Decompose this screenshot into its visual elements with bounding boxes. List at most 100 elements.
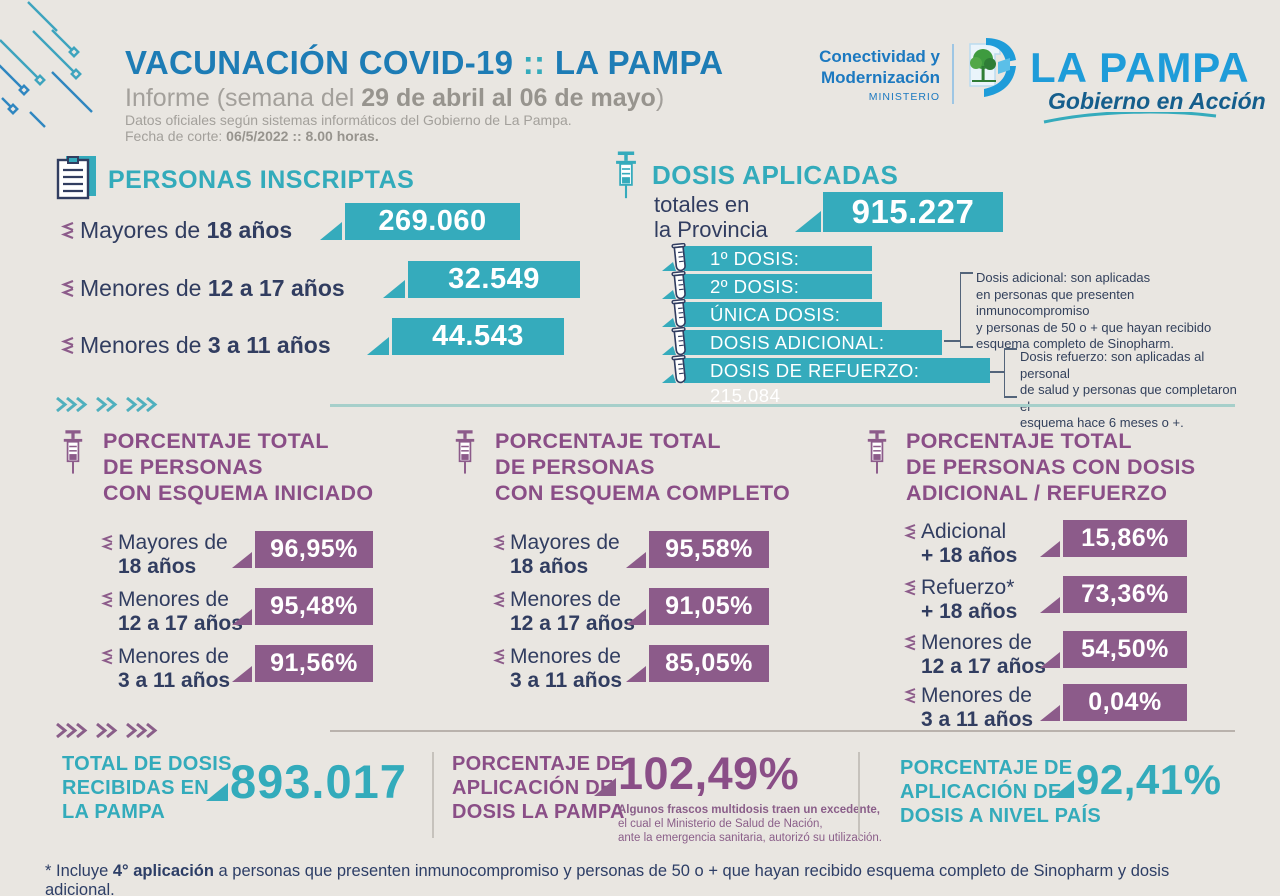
label-line2: 3 a 11 años <box>921 708 1034 731</box>
ministry-block: Conectividad y Modernización MINISTERIO <box>770 46 940 103</box>
chip-triangle <box>1040 597 1060 613</box>
column-title-line: ADICIONAL / REFUERZO <box>906 481 1168 505</box>
pct-country-value: 92,41% <box>1076 756 1222 803</box>
total-received-value: 893.017 <box>230 755 407 808</box>
page-title-main: VACUNACIÓN COVID-19 <box>125 44 514 81</box>
double-chevron-icon <box>101 649 113 665</box>
syringe-icon <box>455 430 475 474</box>
dose-bar-3: ÚNICA DOSIS: 2.891 <box>662 299 882 350</box>
page-title-region: LA PAMPA <box>554 44 724 81</box>
total-title-line: PORCENTAJE DE <box>900 757 1073 779</box>
bar-triangle <box>662 371 676 383</box>
label-line1: Adicional <box>921 520 1007 543</box>
label-line2: + 18 años <box>921 600 1018 623</box>
label-line1: Menores de <box>118 588 229 611</box>
inscriptas-row-label: Mayores de 18 años <box>80 217 292 244</box>
pct-value-chip: 95,58% <box>649 531 769 568</box>
inscriptas-title: PERSONAS INSCRIPTAS <box>108 166 415 194</box>
total-title-line: PORCENTAJE DE <box>452 753 625 775</box>
pct-row-label: Menores de 12 a 17 años <box>118 588 243 636</box>
chevron-divider-icon <box>56 396 158 413</box>
aplicadas-subtitle-line1: totales en <box>654 192 750 217</box>
label-line1: Mayores de <box>118 531 228 554</box>
label-age: 12 a 17 años <box>207 275 345 301</box>
note-bracket <box>1004 348 1017 398</box>
total-title-line: APLICACIÓN DE <box>900 781 1062 803</box>
title-separator: :: <box>522 44 546 81</box>
total-received-title: TOTAL DE DOSIS RECIBIDAS EN LA PAMPA <box>62 752 232 824</box>
column-title-line: DE PERSONAS <box>495 455 655 479</box>
note-line: de salud y personas que completaron el <box>1020 382 1237 414</box>
label-line1: Menores de <box>510 588 621 611</box>
pct-pampa-note: Algunos frascos multidosis traen un exce… <box>618 803 882 845</box>
column-title-completo: PORCENTAJE TOTAL DE PERSONAS CON ESQUEMA… <box>495 428 790 506</box>
brand-divider <box>952 44 954 104</box>
pct-value-chip: 95,48% <box>255 588 373 625</box>
label-line2: 3 a 11 años <box>118 669 231 692</box>
dose-bar-4: DOSIS ADICIONAL: 42.726 <box>662 327 942 378</box>
double-chevron-icon <box>101 592 113 608</box>
double-chevron-icon <box>101 535 113 551</box>
chevron-divider-icon <box>56 722 158 739</box>
label-line1: Menores de <box>921 631 1032 654</box>
inscriptas-row-label: Menores de 3 a 11 años <box>80 332 331 359</box>
ministry-line2: Modernización <box>820 68 940 87</box>
footer-prefix: * Incluye <box>45 862 113 880</box>
label-line2: 18 años <box>510 555 589 578</box>
note-connector <box>990 371 1004 373</box>
note-line: y personas de 50 o + que hayan recibido <box>976 319 1212 335</box>
note-line: el cual el Ministerio de Salud de Nación… <box>618 818 823 830</box>
label-line2: 18 años <box>118 555 197 578</box>
column-title-line: PORCENTAJE TOTAL <box>906 429 1132 453</box>
page-title: VACUNACIÓN COVID-19 :: LA PAMPA <box>125 44 723 82</box>
total-title-line: APLICACIÓN DE <box>452 777 614 799</box>
vial-icon <box>671 327 686 356</box>
pct-row-label: Menores de 3 a 11 años <box>510 645 622 693</box>
label-line1: Mayores de <box>510 531 620 554</box>
chip-triangle <box>626 666 646 682</box>
label-line2: 12 a 17 años <box>921 655 1046 678</box>
footer-bold: 4° aplicación <box>112 862 214 880</box>
bar-triangle <box>662 315 676 327</box>
big-number-triangle <box>1052 780 1074 798</box>
label-line1: Menores de <box>118 645 229 668</box>
column-title-adicional-refuerzo: PORCENTAJE TOTAL DE PERSONAS CON DOSIS A… <box>906 428 1195 506</box>
report-subtitle: Informe (semana del 29 de abril al 06 de… <box>125 84 664 113</box>
double-chevron-icon <box>904 580 916 596</box>
bottom-divider <box>432 752 434 838</box>
gov-tagline: Gobierno en Acción <box>1048 88 1266 114</box>
gov-logo-text: LA PAMPA <box>1030 44 1250 91</box>
pct-value-chip: 15,86% <box>1063 520 1187 557</box>
pct-pampa-title: PORCENTAJE DE APLICACIÓN DE DOSIS LA PAM… <box>452 752 625 824</box>
chip-triangle <box>383 280 405 298</box>
column-title-line: PORCENTAJE TOTAL <box>495 429 721 453</box>
aplicadas-total-chip: 915.227 <box>823 192 1003 232</box>
note-line: Algunos frascos multidosis traen un exce… <box>618 804 881 816</box>
column-title-iniciado: PORCENTAJE TOTAL DE PERSONAS CON ESQUEMA… <box>103 428 373 506</box>
total-title-line: DOSIS A NIVEL PAÍS <box>900 805 1101 827</box>
label-line2: 12 a 17 años <box>118 612 243 635</box>
label-prefix: Mayores de <box>80 217 207 243</box>
ministry-line1: Conectividad y <box>819 47 940 66</box>
column-title-line: DE PERSONAS <box>103 455 263 479</box>
chip-triangle <box>367 337 389 355</box>
total-title-line: RECIBIDAS EN <box>62 777 209 799</box>
report-prefix: Informe (semana del <box>125 84 362 112</box>
chip-triangle <box>1040 705 1060 721</box>
chip-triangle <box>626 609 646 625</box>
double-chevron-icon <box>904 688 916 704</box>
label-line2: 3 a 11 años <box>510 669 623 692</box>
note-refuerzo: Dosis refuerzo: son aplicadas al persona… <box>1020 349 1250 432</box>
double-chevron-icon <box>904 635 916 651</box>
inscriptas-row-label: Menores de 12 a 17 años <box>80 275 345 302</box>
total-title-line: TOTAL DE DOSIS <box>62 753 232 775</box>
aplicadas-subtitle: totales en la Provincia <box>654 192 768 242</box>
la-pampa-logo-icon <box>969 38 1016 97</box>
label-line1: Menores de <box>510 645 621 668</box>
bar-triangle <box>662 287 676 299</box>
footer-note: * Incluye 4° aplicación a personas que p… <box>45 862 1240 896</box>
chip-triangle <box>795 211 821 232</box>
pct-value-chip: 0,04% <box>1063 684 1187 721</box>
vial-icon <box>671 299 686 328</box>
chip-triangle <box>232 666 252 682</box>
